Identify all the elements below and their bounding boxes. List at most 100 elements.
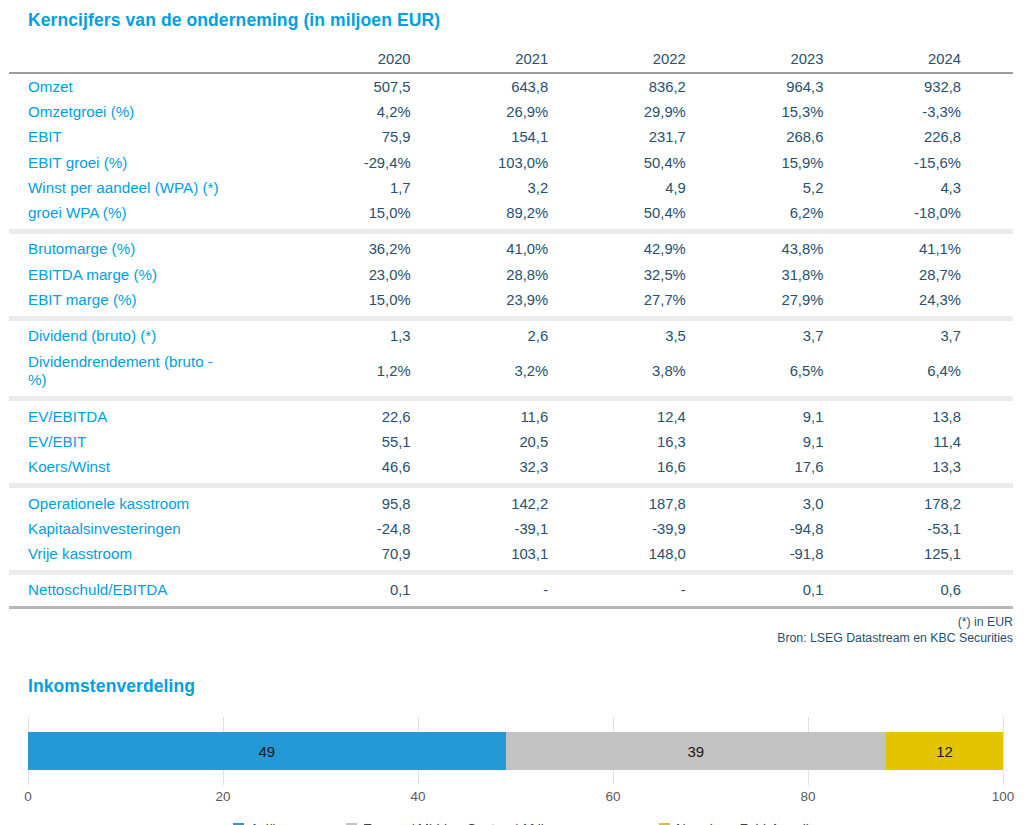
cell-value: 20,5 [411, 434, 549, 450]
cell-value: 3,0 [686, 496, 824, 512]
cell-value: 3,8% [548, 363, 686, 379]
cell-value: 70,9 [273, 546, 411, 562]
cell-value: 17,6 [686, 459, 824, 475]
year-header-2023: 2023 [686, 51, 824, 67]
bar-segment-value: 12 [936, 743, 953, 760]
chart-legend: Azië Europa / Midden-Oosten / Afrika Noord… [28, 821, 1003, 825]
row-label: Vrije kasstroom [9, 545, 273, 563]
cell-value: 3,5 [548, 328, 686, 344]
cell-value: 3,7 [823, 328, 961, 344]
table-row: EV/EBITDA22,611,612,49,113,8 [9, 404, 1013, 429]
legend-label: Noord- en Zuid-Amerika [676, 821, 820, 825]
cell-value: 154,1 [411, 129, 549, 145]
row-label: Nettoschuld/EBITDA [9, 581, 273, 599]
cell-value: -94,8 [686, 521, 824, 537]
table-row: EBIT marge (%)15,0%23,9%27,7%27,9%24,3% [9, 287, 1013, 312]
cell-value: 3,2 [411, 180, 549, 196]
bar-segment-value: 39 [688, 743, 705, 760]
cell-value: - [548, 582, 686, 598]
cell-value: 16,3 [548, 434, 686, 450]
cell-value: 15,0% [273, 205, 411, 221]
table-row: Koers/Winst46,632,316,617,613,3 [9, 455, 1013, 480]
row-label: Omzet [9, 78, 273, 96]
table-row: Vrije kasstroom70,9103,1148,0-91,8125,1 [9, 541, 1013, 566]
chart-plot-area: 49 39 12 020406080100 Azië Europa / Midden-… [28, 717, 1003, 825]
cell-value: 24,3% [823, 292, 961, 308]
cell-value: 42,9% [548, 241, 686, 257]
cell-value: 32,3 [411, 459, 549, 475]
bar-segment-value: 49 [259, 743, 276, 760]
cell-value: 27,7% [548, 292, 686, 308]
chart-title: Inkomstenverdeling [9, 676, 1013, 697]
cell-value: 50,4% [548, 205, 686, 221]
cell-value: 32,5% [548, 267, 686, 283]
cell-value: 16,6 [548, 459, 686, 475]
row-label: EBIT groei (%) [9, 154, 273, 172]
cell-value: 13,3 [823, 459, 961, 475]
x-axis: 020406080100 [28, 787, 1003, 807]
table-title: Kerncijfers van de onderneming (in miljo… [9, 10, 1013, 31]
x-tick-0: 0 [24, 789, 32, 804]
bar-segment-noord-en-zuid-amerika: 12 [886, 732, 1003, 770]
cell-value: 46,6 [273, 459, 411, 475]
row-label: Omzetgroei (%) [9, 103, 273, 121]
cell-value: 50,4% [548, 155, 686, 171]
cell-value: -18,0% [823, 205, 961, 221]
legend-item-europa-midden-oosten-afrika: Europa / Midden-Oosten / Afrika [346, 821, 555, 825]
cell-value: 6,2% [686, 205, 824, 221]
cell-value: 964,3 [686, 79, 824, 95]
row-label: Dividend (bruto) (*) [9, 327, 273, 345]
bar-segment-europa-midden-oosten-afrika: 39 [506, 732, 886, 770]
cell-value: 11,6 [411, 409, 549, 425]
cell-value: 103,0% [411, 155, 549, 171]
cell-value: 4,9 [548, 180, 686, 196]
report-page: Kerncijfers van de onderneming (in miljo… [0, 0, 1027, 825]
row-label: Dividendrendement (bruto -%) [9, 353, 273, 389]
group-separator [9, 229, 1013, 234]
table-row: Nettoschuld/EBITDA0,1--0,10,6 [9, 578, 1013, 603]
cell-value: 89,2% [411, 205, 549, 221]
bar-segment-azi-: 49 [28, 732, 506, 770]
group-separator [9, 396, 1013, 401]
cell-value: -39,1 [411, 521, 549, 537]
cell-value: 15,9% [686, 155, 824, 171]
row-label: Kapitaalsinvesteringen [9, 520, 273, 538]
cell-value: 12,4 [548, 409, 686, 425]
cell-value: 1,2% [273, 363, 411, 379]
cell-value: 231,7 [548, 129, 686, 145]
cell-value: 0,6 [823, 582, 961, 598]
table-row: Kapitaalsinvesteringen-24,8-39,1-39,9-94… [9, 516, 1013, 541]
cell-value: 1,3 [273, 328, 411, 344]
cell-value: - [411, 582, 549, 598]
table-header-row: 20202021202220232024 [9, 43, 1013, 72]
cell-value: 13,8 [823, 409, 961, 425]
cell-value: 125,1 [823, 546, 961, 562]
cell-value: 6,4% [823, 363, 961, 379]
cell-value: 932,8 [823, 79, 961, 95]
cell-value: 3,2% [411, 363, 549, 379]
table-row: Omzet507,5643,8836,2964,3932,8 [9, 74, 1013, 99]
cell-value: 103,1 [411, 546, 549, 562]
legend-item-noord-en-zuid-amerika: Noord- en Zuid-Amerika [659, 821, 820, 825]
table-row: EBIT75,9154,1231,7268,6226,8 [9, 125, 1013, 150]
table-row: groei WPA (%)15,0%89,2%50,4%6,2%-18,0% [9, 200, 1013, 225]
year-header-2022: 2022 [548, 51, 686, 67]
year-header-2020: 2020 [273, 51, 411, 67]
cell-value: 29,9% [548, 104, 686, 120]
cell-value: -15,6% [823, 155, 961, 171]
table-row: Brutomarge (%)36,2%41,0%42,9%43,8%41,1% [9, 237, 1013, 262]
legend-item-azi-: Azië [233, 821, 276, 825]
row-label: Brutomarge (%) [9, 240, 273, 258]
cell-value: -91,8 [686, 546, 824, 562]
footnote-in-eur: (*) in EUR [9, 614, 1013, 630]
cell-value: 27,9% [686, 292, 824, 308]
table-body: Omzet507,5643,8836,2964,3932,8Omzetgroei… [9, 74, 1013, 603]
cell-value: 187,8 [548, 496, 686, 512]
cell-value: 836,2 [548, 79, 686, 95]
cell-value: 178,2 [823, 496, 961, 512]
table-row: Dividend (bruto) (*)1,32,63,53,73,7 [9, 324, 1013, 349]
key-figures-table: 20202021202220232024 Omzet507,5643,8836,… [9, 43, 1013, 609]
row-label: Koers/Winst [9, 458, 273, 476]
year-header-2024: 2024 [823, 51, 961, 67]
x-tick-40: 40 [410, 789, 425, 804]
